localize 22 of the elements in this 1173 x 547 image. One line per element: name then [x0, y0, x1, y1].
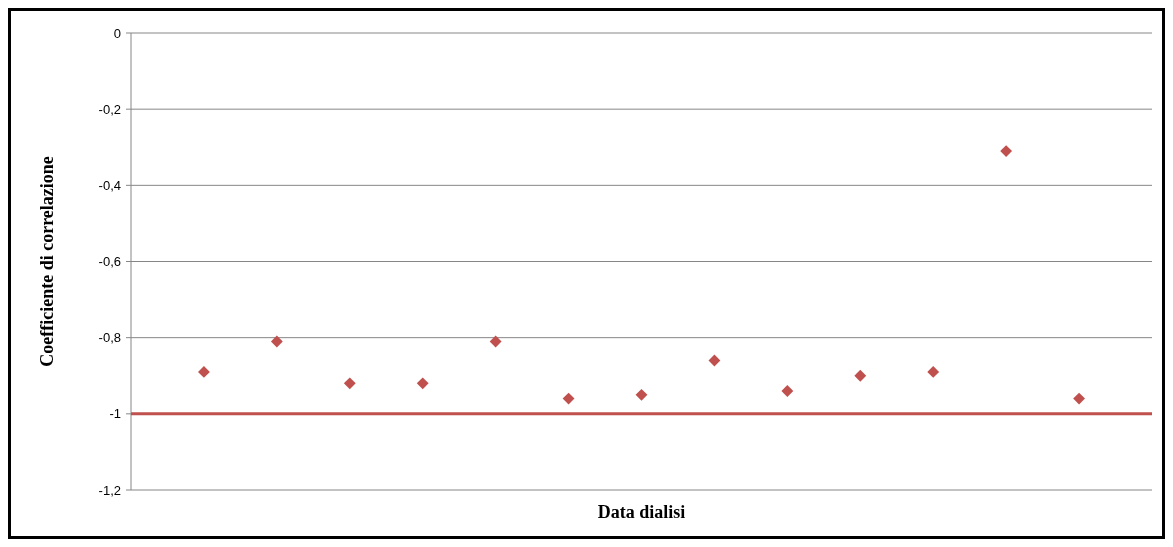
point: [198, 366, 210, 378]
y-tick-label: -0,2: [98, 101, 121, 117]
x-axis-title: Data dialisi: [597, 502, 686, 522]
point: [635, 388, 648, 401]
y-axis-title: Coefficiente di correlazione: [37, 156, 57, 367]
point: [927, 366, 940, 378]
y-tick-label: -1,2: [98, 482, 121, 498]
point: [1073, 392, 1085, 405]
point: [1000, 145, 1013, 157]
point: [708, 354, 721, 367]
point: [562, 392, 575, 405]
y-tick-label: -0,4: [98, 177, 121, 193]
y-tick-label: 0: [113, 25, 121, 41]
point: [343, 377, 356, 390]
y-tick-label: -0,8: [98, 330, 121, 346]
point: [270, 335, 283, 348]
y-tick-label: -0,6: [98, 254, 121, 270]
point: [781, 385, 794, 397]
y-tick-label: -1: [109, 406, 121, 422]
point: [854, 369, 867, 382]
point: [489, 335, 502, 348]
point: [416, 377, 429, 390]
